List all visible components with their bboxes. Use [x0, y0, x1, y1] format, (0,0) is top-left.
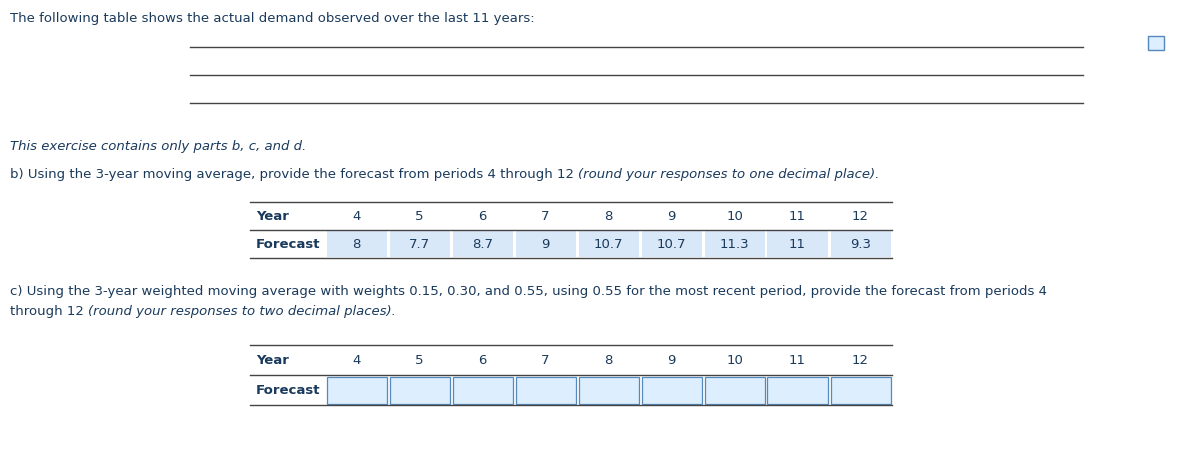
Text: 6: 6: [479, 209, 487, 222]
Text: 7: 7: [541, 353, 550, 366]
FancyBboxPatch shape: [704, 376, 764, 404]
Text: 8: 8: [605, 353, 613, 366]
FancyBboxPatch shape: [452, 231, 512, 256]
Text: 11.3: 11.3: [720, 237, 749, 251]
FancyBboxPatch shape: [578, 376, 638, 404]
Text: 7: 7: [541, 209, 550, 222]
FancyBboxPatch shape: [768, 376, 828, 404]
Text: 10: 10: [726, 353, 743, 366]
Text: 11: 11: [790, 237, 806, 251]
FancyBboxPatch shape: [1148, 36, 1164, 50]
Text: 12: 12: [852, 209, 869, 222]
Text: 8: 8: [353, 237, 361, 251]
FancyBboxPatch shape: [642, 231, 702, 256]
Text: 9.3: 9.3: [850, 237, 871, 251]
Text: 9: 9: [667, 209, 676, 222]
FancyBboxPatch shape: [768, 231, 828, 256]
FancyBboxPatch shape: [578, 231, 638, 256]
Text: This exercise contains only parts b, c, and d.: This exercise contains only parts b, c, …: [10, 140, 306, 153]
Text: (round your responses to one decimal place).: (round your responses to one decimal pla…: [578, 168, 880, 181]
FancyBboxPatch shape: [516, 376, 576, 404]
Text: 9: 9: [667, 353, 676, 366]
Text: The following table shows the actual demand observed over the last 11 years:: The following table shows the actual dem…: [10, 12, 535, 25]
FancyBboxPatch shape: [642, 376, 702, 404]
Text: 8.7: 8.7: [472, 237, 493, 251]
FancyBboxPatch shape: [390, 376, 450, 404]
Text: 9: 9: [541, 237, 550, 251]
Text: 11: 11: [790, 209, 806, 222]
Text: 6: 6: [479, 353, 487, 366]
FancyBboxPatch shape: [830, 231, 890, 256]
Text: 12: 12: [852, 353, 869, 366]
FancyBboxPatch shape: [830, 376, 890, 404]
Text: through 12: through 12: [10, 305, 88, 318]
Text: 10: 10: [726, 209, 743, 222]
Text: 4: 4: [353, 353, 361, 366]
Text: Year: Year: [256, 209, 289, 222]
Text: (round your responses to two decimal places).: (round your responses to two decimal pla…: [88, 305, 396, 318]
FancyBboxPatch shape: [390, 231, 450, 256]
Text: 8: 8: [605, 209, 613, 222]
Text: Year: Year: [256, 353, 289, 366]
Text: b) Using the 3-year moving average, provide the forecast from periods 4 through : b) Using the 3-year moving average, prov…: [10, 168, 578, 181]
Text: 7.7: 7.7: [409, 237, 430, 251]
FancyBboxPatch shape: [326, 231, 386, 256]
Text: 4: 4: [353, 209, 361, 222]
FancyBboxPatch shape: [704, 231, 764, 256]
Text: 10.7: 10.7: [656, 237, 686, 251]
FancyBboxPatch shape: [326, 376, 386, 404]
Text: 11: 11: [790, 353, 806, 366]
FancyBboxPatch shape: [452, 376, 512, 404]
Text: Forecast: Forecast: [256, 237, 320, 251]
Text: 5: 5: [415, 353, 424, 366]
Text: Forecast: Forecast: [256, 384, 320, 396]
Text: 5: 5: [415, 209, 424, 222]
FancyBboxPatch shape: [516, 231, 576, 256]
Text: c) Using the 3-year weighted moving average with weights 0.15, 0.30, and 0.55, u: c) Using the 3-year weighted moving aver…: [10, 285, 1046, 298]
Text: 10.7: 10.7: [594, 237, 623, 251]
